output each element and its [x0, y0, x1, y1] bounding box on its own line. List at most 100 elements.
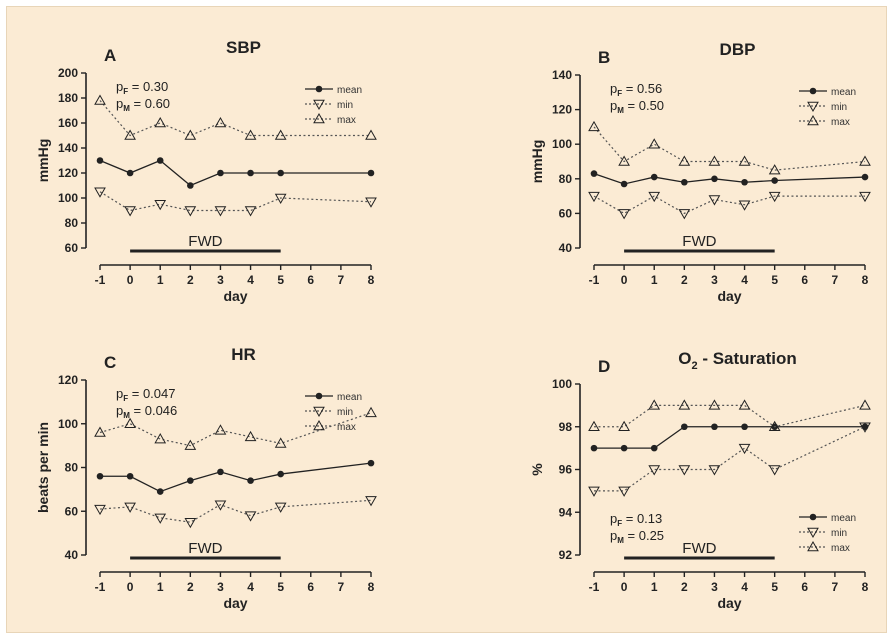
legend-marker-mean	[809, 513, 817, 521]
point-min	[648, 465, 661, 476]
y-axis-label: beats per min	[35, 422, 51, 513]
panel-a: A SBP 60 80 100 120 140 160 180 200 -1 0 1 2 3 4 5 6 7 8 day…	[35, 38, 377, 304]
x-axis-label: day	[223, 595, 247, 611]
legend-label-mean: mean	[337, 392, 362, 403]
x-tick-label: 3	[217, 580, 224, 594]
point-min	[648, 191, 661, 203]
x-tick-label: 4	[247, 273, 254, 287]
point-max	[124, 417, 136, 428]
point-max	[588, 120, 600, 132]
y-tick-label: 94	[559, 505, 573, 519]
legend-marker-max	[313, 419, 325, 431]
x-tick-label: 6	[307, 273, 314, 287]
fwd-label: FWD	[188, 540, 222, 557]
y-tick-label: 200	[58, 66, 78, 80]
series-line-max	[99, 412, 372, 447]
x-tick-label: 2	[187, 580, 194, 594]
point-min	[274, 193, 287, 205]
y-tick-label: 98	[559, 420, 573, 434]
point-max	[274, 129, 287, 140]
legend-marker-max	[807, 114, 819, 126]
series-line-min	[593, 195, 865, 215]
y-tick-label: 100	[552, 377, 572, 391]
p-value-stat: pF = 0.047	[116, 386, 175, 403]
point-max	[708, 155, 721, 166]
y-tick-label: 120	[58, 373, 78, 387]
y-tick-label: 60	[65, 504, 79, 518]
y-tick-label: 80	[559, 172, 573, 186]
y-tick-label: 60	[559, 206, 573, 220]
y-tick-label: 40	[559, 241, 573, 255]
x-tick-label: 4	[247, 580, 254, 594]
point-max	[588, 420, 600, 431]
x-tick-label: 5	[277, 273, 284, 287]
x-tick-label: 7	[832, 580, 839, 594]
point-min	[184, 206, 197, 217]
point-min	[274, 502, 287, 513]
x-tick-label: 0	[621, 273, 628, 287]
point-min	[618, 486, 630, 497]
y-tick-label: 92	[559, 548, 573, 562]
point-mean	[681, 423, 688, 431]
p-value-stat: pM = 0.50	[610, 98, 664, 115]
x-tick-label: 3	[711, 273, 718, 287]
panel-c: C HR 40 60 80 100 120 -1 0 1 2 3 4 5 6 7 8 day beats per m…	[35, 345, 377, 611]
point-max	[859, 399, 871, 410]
point-max	[365, 129, 377, 140]
point-max	[708, 399, 721, 410]
point-mean	[861, 173, 869, 181]
x-tick-label: 1	[157, 273, 164, 287]
chart-title-sub: 2	[691, 360, 697, 372]
fwd-label: FWD	[682, 540, 716, 557]
point-mean	[247, 169, 254, 177]
x-tick-label: -1	[589, 580, 600, 594]
p-value-stat: pF = 0.56	[610, 81, 662, 98]
point-min	[214, 206, 227, 217]
y-tick-label: 80	[65, 461, 79, 475]
point-max	[274, 437, 287, 448]
point-min	[768, 465, 781, 476]
panel-letter: B	[598, 48, 610, 67]
point-mean	[590, 444, 598, 452]
point-mean	[126, 472, 134, 480]
point-max	[768, 420, 781, 431]
point-min	[154, 200, 167, 211]
legend-label-min: min	[831, 102, 847, 113]
legend-marker-mean	[315, 392, 323, 400]
point-mean	[277, 470, 284, 478]
point-mean	[156, 157, 164, 164]
point-max	[214, 116, 227, 128]
x-tick-label: 5	[771, 273, 778, 287]
point-min	[124, 502, 136, 513]
legend-marker-min	[313, 406, 325, 418]
series-line-min	[99, 191, 372, 212]
x-tick-label: 6	[801, 580, 808, 594]
x-tick-label: 5	[771, 580, 778, 594]
legend-label-min: min	[337, 407, 353, 418]
x-tick-label: 5	[277, 580, 284, 594]
x-tick-label: 8	[368, 580, 375, 594]
point-mean	[650, 173, 658, 181]
y-tick-label: 140	[552, 68, 572, 82]
chart-title: O2 - Saturation	[678, 349, 797, 372]
y-tick-label: 120	[552, 103, 572, 117]
point-mean	[711, 423, 718, 431]
point-mean	[96, 472, 104, 480]
chart-title-rest: - Saturation	[698, 349, 797, 368]
point-max	[738, 155, 751, 166]
point-min	[678, 465, 691, 476]
y-tick-label: 96	[559, 463, 573, 477]
point-min	[94, 504, 106, 516]
point-max	[768, 164, 781, 175]
x-tick-label: 3	[711, 580, 718, 594]
point-mean	[367, 169, 375, 177]
point-mean	[217, 169, 224, 177]
fwd-label: FWD	[682, 233, 716, 250]
point-min	[738, 200, 751, 211]
point-max	[648, 138, 661, 149]
series-line-min	[99, 499, 372, 523]
x-tick-label: 0	[127, 273, 134, 287]
panel-letter: D	[598, 357, 610, 376]
chart-title: HR	[231, 345, 256, 364]
